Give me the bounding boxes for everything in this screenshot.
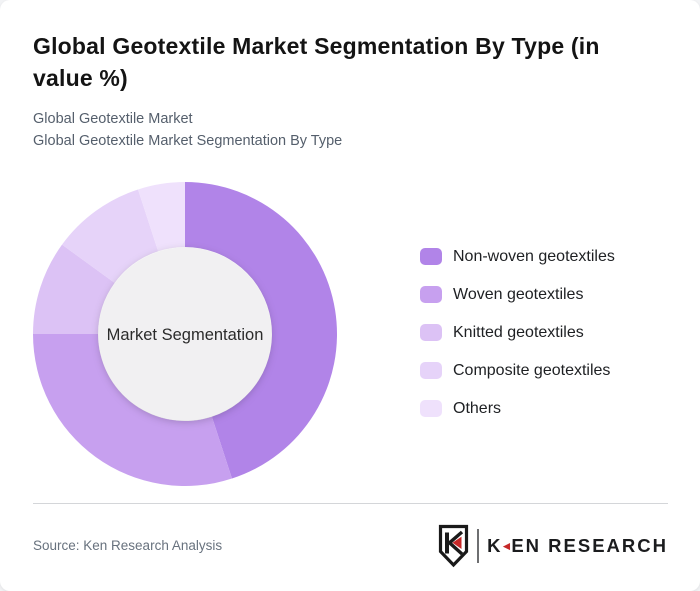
legend-swatch-icon — [420, 400, 442, 417]
legend-swatch-icon — [420, 248, 442, 265]
donut-chart-svg: Market Segmentation — [33, 182, 337, 486]
wordmark-k: K — [487, 535, 503, 556]
ken-research-wordmark: K ◄ EN RESEARCH — [487, 535, 668, 557]
legend-swatch-icon — [420, 286, 442, 303]
legend-item-label: Woven geotextiles — [453, 285, 584, 303]
legend-item-label: Composite geotextiles — [453, 361, 611, 379]
pie-slice[interactable] — [33, 334, 232, 486]
legend-item-label: Non-woven geotextiles — [453, 247, 615, 265]
subtitle-line-1: Global Geotextile Market — [33, 111, 193, 127]
chart-subtitle: Global Geotextile Market Global Geotexti… — [33, 108, 342, 152]
logo-separator — [477, 529, 480, 563]
red-triangle-icon: ◄ — [500, 539, 513, 553]
pie-slice[interactable] — [185, 182, 337, 479]
legend-item-label: Knitted geotextiles — [453, 323, 584, 341]
pie-slice[interactable] — [138, 182, 185, 252]
pie-slice[interactable] — [62, 189, 159, 283]
footer-divider — [33, 503, 668, 504]
legend-item[interactable]: Woven geotextiles — [420, 286, 615, 303]
legend-item-label: Others — [453, 399, 502, 417]
ken-research-shield-icon — [438, 524, 469, 568]
donut-chart: Market Segmentation — [32, 181, 338, 487]
pie-slice[interactable] — [33, 244, 115, 334]
legend-item[interactable]: Non-woven geotextiles — [420, 248, 615, 265]
legend-swatch-icon — [420, 324, 442, 341]
legend-swatch-icon — [420, 362, 442, 379]
wordmark-rest: EN RESEARCH — [511, 535, 668, 556]
subtitle-line-2: Global Geotextile Market Segmentation By… — [33, 133, 343, 149]
source-text: Source: Ken Research Analysis — [33, 538, 223, 553]
ken-research-logo: K ◄ EN RESEARCH — [438, 524, 668, 568]
legend-item[interactable]: Composite geotextiles — [420, 362, 615, 379]
chart-legend: Non-woven geotextiles Woven geotextiles Kn… — [420, 248, 615, 438]
donut-center-label: Market Segmentation — [107, 326, 264, 344]
legend-item[interactable]: Knitted geotextiles — [420, 324, 615, 341]
page-title: Global Geotextile Market Segmentation By… — [33, 33, 600, 91]
donut-center-circle — [98, 247, 272, 421]
legend-item[interactable]: Others — [420, 400, 615, 417]
